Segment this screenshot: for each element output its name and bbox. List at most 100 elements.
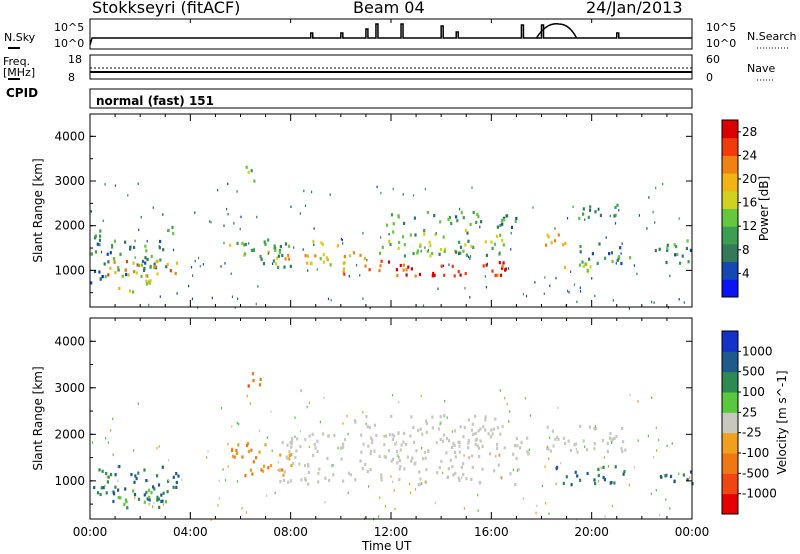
data-cell-0-14-0	[510, 225, 514, 229]
data-cell-1-5-39	[437, 427, 441, 431]
data-cell-1-6-18	[613, 436, 616, 440]
scatter-cell-1-49	[604, 515, 606, 518]
colorbar-tick-label-1-0: 1000	[742, 344, 773, 358]
scatter-cell-0-103	[652, 210, 654, 214]
scatter-cell-0-44	[197, 306, 199, 309]
data-cell-1-4-142	[468, 456, 471, 460]
data-cell-1-0-20	[135, 477, 138, 481]
data-cell-1-1-4	[143, 500, 146, 504]
nsky-frame	[89, 18, 693, 50]
data-cell-0-7-2	[247, 170, 250, 174]
data-cell-1-4-24	[304, 463, 307, 468]
data-cell-1-4-166	[296, 437, 299, 441]
scatter-cell-0-36	[638, 214, 640, 217]
data-cell-1-4-102	[454, 471, 457, 475]
data-cell-1-3-1	[259, 377, 262, 381]
data-cell-1-4-199	[404, 443, 408, 447]
data-cell-1-2-9	[260, 468, 263, 472]
data-cell-0-13-8	[433, 214, 436, 218]
data-cell-1-0-49	[124, 487, 127, 491]
data-cell-1-4-193	[446, 437, 449, 441]
data-cell-0-18-15	[604, 256, 607, 260]
data-cell-1-4-189	[307, 470, 310, 475]
data-cell-1-6-32	[593, 442, 596, 446]
data-cell-1-4-75	[451, 445, 454, 449]
data-cell-1-2-0	[241, 455, 244, 459]
data-cell-1-6-22	[557, 437, 560, 442]
scatter-cell-0-66	[522, 292, 524, 296]
scatter-cell-1-110	[541, 484, 543, 488]
data-cell-0-6-22	[264, 242, 267, 246]
data-cell-1-4-91	[517, 468, 520, 472]
scatter-cell-1-10	[347, 491, 349, 495]
scatter-cell-0-14	[329, 193, 331, 196]
scatter-cell-1-59	[153, 501, 155, 505]
data-cell-1-4-146	[359, 459, 362, 463]
data-cell-1-5-23	[366, 425, 369, 429]
data-cell-1-2-3	[246, 441, 250, 446]
data-cell-1-4-86	[479, 481, 482, 485]
scatter-cell-0-149	[114, 184, 116, 187]
data-cell-1-5-33	[425, 430, 428, 434]
data-cell-0-13-18	[447, 218, 450, 222]
scatter-cell-0-64	[316, 268, 318, 271]
data-cell-0-12-20	[414, 233, 417, 237]
data-cell-1-6-20	[620, 447, 623, 451]
data-cell-0-19-5	[685, 246, 688, 251]
scatter-cell-1-141	[245, 511, 248, 514]
scatter-cell-0-71	[313, 227, 315, 230]
colorbar-cell-1-8	[722, 331, 738, 352]
scatter-cell-1-4	[548, 457, 550, 460]
data-cell-1-4-144	[354, 478, 357, 482]
scatter-cell-0-112	[231, 295, 234, 298]
data-cell-0-19-14	[666, 243, 669, 247]
data-cell-1-4-159	[526, 450, 529, 454]
data-cell-1-4-165	[332, 473, 335, 477]
scatter-cell-1-54	[522, 497, 524, 500]
scatter-cell-0-24	[534, 281, 536, 284]
data-cell-0-2-17	[155, 260, 158, 264]
scatter-cell-0-56	[199, 264, 201, 268]
data-cell-1-4-151	[478, 454, 481, 459]
data-cell-0-12-46	[439, 248, 443, 252]
scatter-cell-0-84	[191, 297, 194, 301]
data-cell-1-5-35	[482, 425, 485, 429]
data-cell-0-0-3	[90, 281, 93, 285]
data-cell-0-12-26	[388, 239, 391, 243]
colorbar-cell-0-7	[722, 155, 738, 174]
data-cell-0-1-18	[145, 249, 148, 253]
data-cell-0-2-3	[125, 260, 129, 264]
data-cell-0-12-0	[416, 251, 419, 255]
data-cell-0-9-12	[304, 254, 307, 258]
scatter-cell-1-146	[107, 441, 109, 444]
data-cell-1-4-43	[477, 446, 481, 450]
data-cell-0-5-0	[241, 241, 244, 245]
data-cell-0-1-35	[111, 245, 114, 249]
data-cell-1-4-160	[489, 435, 492, 439]
data-cell-1-3-0	[247, 384, 250, 388]
data-cell-1-4-180	[322, 432, 325, 436]
scatter-cell-0-31	[311, 190, 313, 194]
data-cell-0-19-7	[681, 254, 684, 258]
ytick-label-0-0: 4000	[54, 129, 85, 143]
data-cell-0-2-7	[156, 272, 159, 276]
scatter-cell-1-76	[117, 479, 119, 483]
data-cell-1-5-13	[474, 414, 477, 418]
data-cell-0-12-51	[419, 243, 422, 247]
data-cell-0-1-38	[113, 239, 117, 243]
nsearch-tick-bottom: 10^0	[706, 37, 737, 50]
data-cell-1-4-122	[283, 470, 286, 474]
data-cell-1-4-158	[294, 455, 297, 460]
data-cell-1-8-10	[682, 473, 685, 477]
data-cell-0-11-25	[368, 268, 371, 272]
scatter-cell-1-16	[323, 396, 325, 400]
scatter-cell-1-20	[655, 426, 657, 429]
scatter-cell-0-96	[140, 215, 142, 219]
colorbar-tick-label-0-2: 20	[742, 172, 757, 186]
data-cell-1-4-15	[421, 457, 425, 461]
scatter-cell-0-150	[192, 274, 194, 277]
data-cell-1-4-51	[418, 470, 421, 474]
scatter-cell-0-19	[340, 237, 342, 241]
data-cell-1-0-15	[98, 468, 101, 472]
data-cell-1-4-163	[330, 464, 334, 468]
